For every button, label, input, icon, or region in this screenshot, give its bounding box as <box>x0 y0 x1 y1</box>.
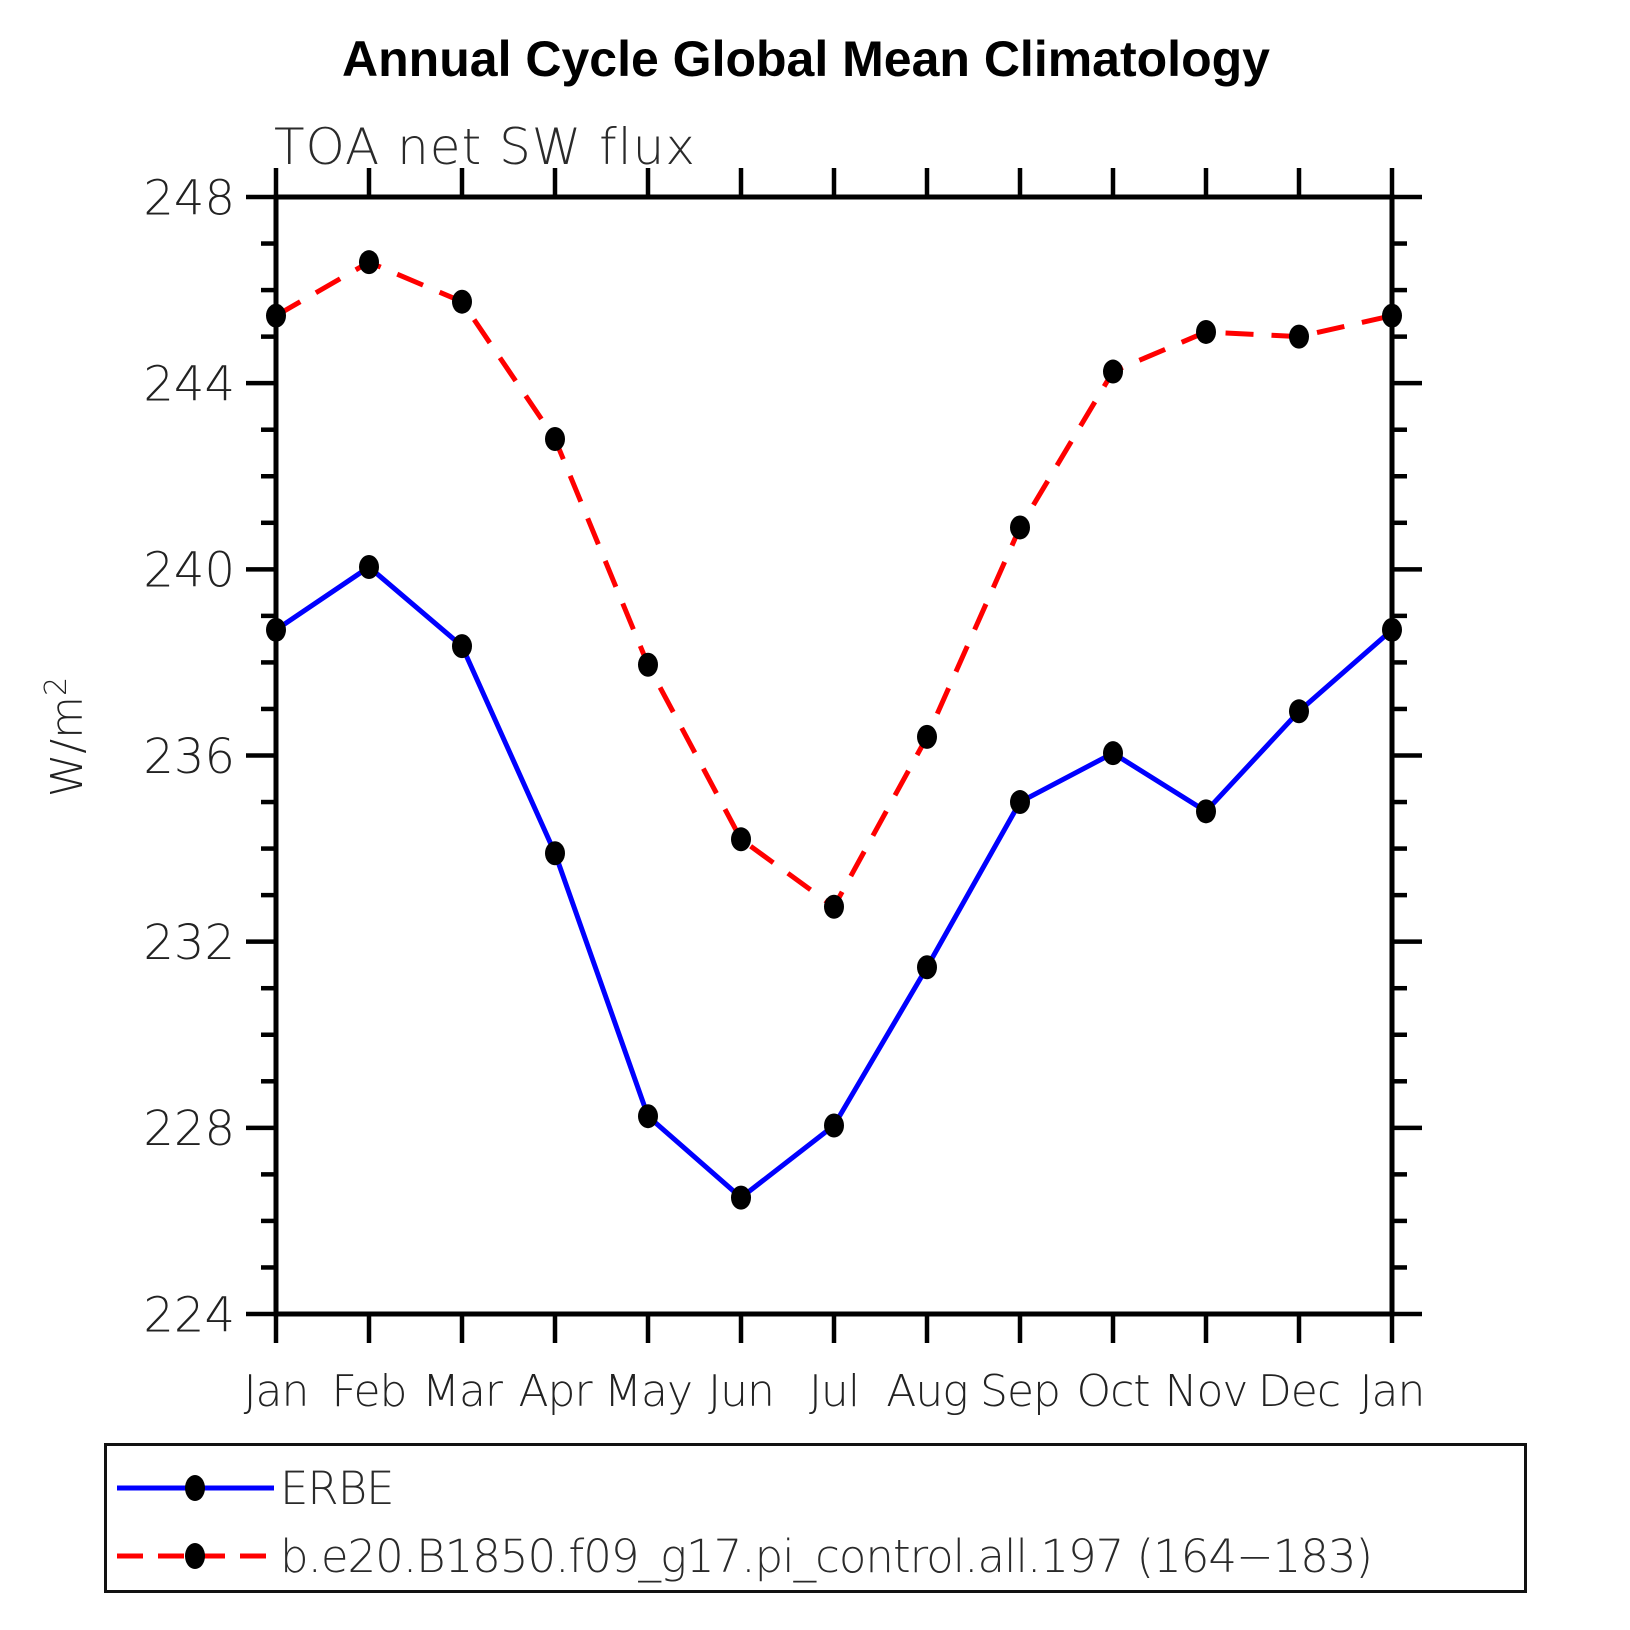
data-point-marker <box>1010 515 1030 540</box>
data-point-marker <box>917 724 937 749</box>
data-point-marker <box>1196 319 1216 344</box>
legend: ERBE b.e20.B1850.f09_g17.pi_control.all.… <box>104 1443 1527 1593</box>
x-tick-label: Oct <box>1076 1366 1149 1417</box>
data-point-marker <box>452 634 472 659</box>
y-tick-label: 244 <box>143 356 235 412</box>
data-point-marker <box>1289 324 1309 349</box>
data-point-marker <box>545 841 565 866</box>
x-tick-label: May <box>604 1366 692 1417</box>
x-tick-label: Mar <box>422 1366 504 1417</box>
x-tick-label: Feb <box>332 1366 407 1417</box>
data-point-marker <box>266 303 286 328</box>
x-tick-label: Dec <box>1258 1366 1340 1417</box>
y-tick-label: 228 <box>143 1101 235 1157</box>
data-point-marker <box>1382 303 1402 328</box>
data-point-marker <box>1103 741 1123 766</box>
y-tick-label: 224 <box>143 1287 235 1343</box>
x-tick-label: Jun <box>708 1366 774 1417</box>
chart-subtitle: TOA net SW flux <box>274 118 696 176</box>
y-tick-label: 240 <box>143 543 235 599</box>
data-point-marker <box>1010 790 1030 815</box>
series-line-0 <box>274 564 1394 1201</box>
y-tick-label: 236 <box>143 729 235 785</box>
y-axis-label: W/m2 <box>39 677 93 797</box>
data-point-marker <box>824 1113 844 1138</box>
x-tick-label: Jan <box>244 1366 309 1417</box>
plot-frame <box>273 194 1395 1317</box>
data-point-marker <box>1196 799 1216 824</box>
x-tick-label: Jan <box>1360 1366 1425 1417</box>
data-point-marker <box>359 250 379 275</box>
data-point-marker <box>266 617 286 642</box>
y-tick-label: 248 <box>143 170 235 226</box>
x-tick-label: Apr <box>518 1366 593 1417</box>
x-tick-label: Jul <box>809 1366 859 1417</box>
x-tick-label: Sep <box>980 1366 1060 1417</box>
model-marker-icon <box>185 1543 205 1569</box>
data-point-marker <box>917 955 937 980</box>
data-point-marker <box>731 1185 751 1210</box>
data-point-marker <box>452 289 472 314</box>
x-tick-label: Aug <box>886 1366 967 1417</box>
y-tick-label: 232 <box>143 915 235 971</box>
data-point-marker <box>1103 359 1123 384</box>
data-point-marker <box>824 894 844 919</box>
legend-label-erbe: ERBE <box>280 1461 395 1515</box>
legend-entry-erbe: ERBE <box>113 1454 395 1522</box>
chart-title: Annual Cycle Global Mean Climatology <box>342 31 1270 87</box>
data-point-marker <box>545 427 565 452</box>
x-tick-label: Nov <box>1165 1366 1248 1417</box>
plot-area: Jan Feb Mar Apr May Jun Jul Aug Sep Oct Nov Dec Jan2… <box>39 168 1425 1417</box>
legend-label-model: b.e20.B1850.f09_g17.pi_control.all.197 (… <box>280 1529 1373 1583</box>
erbe-marker-icon <box>185 1475 205 1501</box>
legend-entry-model: b.e20.B1850.f09_g17.pi_control.all.197 (… <box>113 1522 1373 1590</box>
data-point-marker <box>731 827 751 852</box>
legend-sample-model <box>117 1543 274 1569</box>
series-line-1 <box>274 259 1393 910</box>
data-point-marker <box>638 652 658 677</box>
legend-sample-erbe <box>117 1475 274 1501</box>
data-point-marker <box>638 1104 658 1129</box>
data-point-marker <box>1289 699 1309 724</box>
data-point-marker <box>1382 617 1402 642</box>
data-point-marker <box>359 555 379 580</box>
